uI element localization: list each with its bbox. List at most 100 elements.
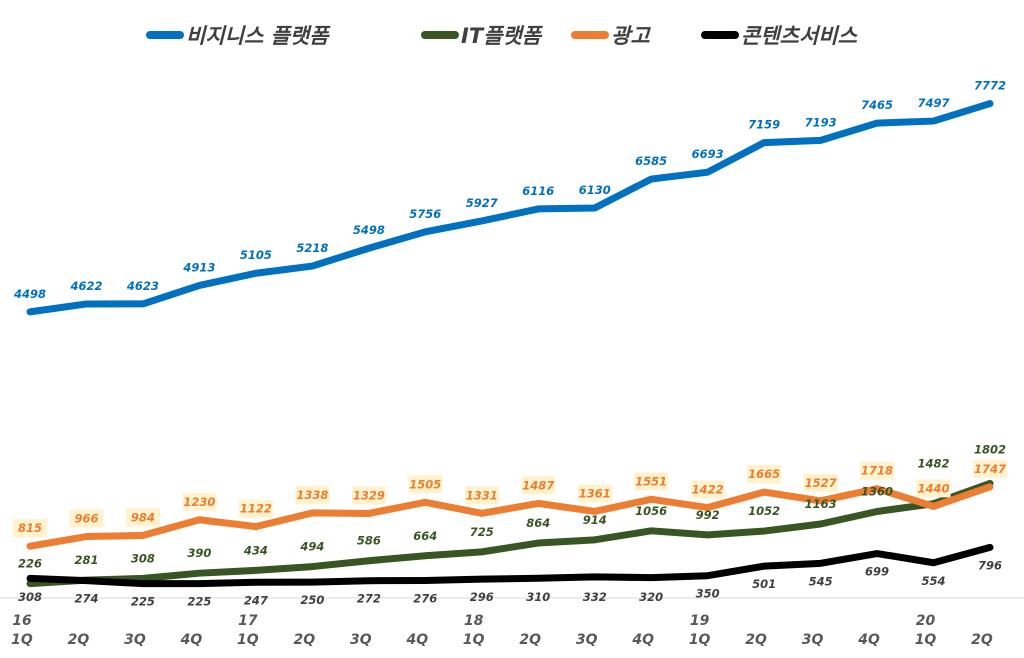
data-label: 501 [752, 577, 776, 591]
data-label-background [69, 509, 104, 528]
data-label: 1665 [748, 467, 780, 481]
data-label: 1487 [522, 478, 554, 492]
data-label-background [521, 476, 556, 495]
data-label: 4622 [69, 279, 102, 293]
data-label: 5927 [466, 196, 498, 210]
data-label: 1360 [861, 484, 893, 498]
data-label: 272 [357, 592, 381, 606]
series-line [26, 100, 994, 316]
data-label-background [182, 492, 217, 511]
data-label: 1440 [918, 481, 950, 495]
legend-label: 비지니스 플랫폼 [186, 24, 331, 48]
x-tick-label: 2Q [294, 632, 316, 648]
data-label: 586 [357, 534, 381, 548]
data-label: 320 [639, 590, 663, 604]
data-label: 699 [865, 565, 889, 579]
x-year-label: 16 [12, 613, 32, 629]
data-label: 350 [696, 587, 720, 601]
data-label: 1122 [240, 502, 272, 516]
data-label: 815 [18, 521, 42, 535]
x-tick-label: 1Q [463, 632, 485, 648]
x-tick-label: 3Q [576, 632, 598, 648]
x-tick-label: 2Q [68, 632, 90, 648]
data-label: 226 [18, 557, 42, 571]
data-label: 1230 [183, 495, 215, 509]
x-tick-label: 4Q [631, 632, 654, 648]
data-label: 390 [187, 546, 211, 560]
data-label: 5105 [240, 248, 272, 262]
data-label-background [295, 485, 330, 504]
data-label: 7772 [974, 79, 1006, 93]
data-label-background [464, 486, 499, 505]
data-label: 1718 [861, 464, 893, 478]
data-label-background [13, 519, 47, 538]
series-line [26, 543, 994, 588]
x-tick-label: 4Q [405, 632, 428, 648]
data-label: 276 [413, 591, 437, 605]
data-label: 332 [583, 590, 607, 604]
data-label: 247 [244, 593, 268, 607]
data-label: 984 [131, 510, 155, 524]
legend-item: IT플랫폼 [421, 24, 544, 48]
data-label: 725 [470, 525, 494, 539]
data-label: 914 [583, 513, 607, 527]
data-label-background [408, 475, 443, 494]
x-tick-label: 2Q [519, 632, 541, 648]
data-label: 225 [187, 595, 211, 609]
data-label: 4913 [182, 260, 215, 274]
legend-label: 광고 [611, 24, 651, 48]
legend-item: 비지니스 플랫폼 [146, 24, 331, 48]
data-label: 554 [922, 574, 946, 588]
data-label: 1163 [805, 497, 837, 511]
data-label-background [860, 461, 895, 480]
data-label-background [747, 465, 782, 484]
legend: 비지니스 플랫폼 IT플랫폼 광고 콘텐츠서비스 [146, 24, 859, 48]
data-label: 225 [131, 595, 155, 609]
data-label: 6130 [579, 183, 611, 197]
data-label: 6693 [692, 147, 724, 161]
data-label: 1747 [974, 462, 1006, 476]
data-label: 1802 [974, 442, 1006, 456]
legend-item: 광고 [571, 24, 651, 48]
data-label: 6585 [635, 154, 667, 168]
x-tick-label: 3Q [124, 632, 146, 648]
data-label-background [238, 499, 273, 518]
data-label-background [690, 480, 725, 499]
data-label: 545 [809, 574, 833, 588]
data-label-background [577, 484, 612, 503]
legend-label: 콘텐츠서비스 [741, 24, 859, 48]
data-label: 5498 [353, 223, 385, 237]
x-year-label: 20 [916, 613, 936, 629]
series-line [26, 479, 994, 588]
data-label: 1331 [466, 488, 498, 502]
data-label: 4623 [126, 279, 159, 293]
data-label: 310 [526, 590, 550, 604]
x-tick-label: 1Q [11, 632, 33, 648]
data-label-background [125, 508, 160, 527]
data-label-background [634, 472, 669, 491]
data-label: 7193 [805, 115, 837, 129]
data-label: 1422 [692, 483, 724, 497]
data-label: 4498 [13, 287, 46, 301]
data-label: 1527 [805, 476, 837, 490]
legend-item: 콘텐츠서비스 [701, 24, 859, 48]
x-axis: 1Q 16 2Q 3Q 4Q 1Q 17 2Q 3Q 4Q 1Q 18 2Q 3Q 4Q 1Q 19 2Q 3Q 4Q… [11, 613, 993, 648]
data-label: 1338 [296, 488, 328, 502]
data-label: 5218 [296, 241, 328, 255]
x-tick-label: 1Q [237, 632, 259, 648]
data-label: 296 [470, 590, 494, 604]
data-label: 796 [978, 558, 1002, 572]
data-label-background [916, 479, 951, 498]
data-label: 308 [131, 551, 155, 565]
x-tick-label: 1Q [689, 632, 711, 648]
x-tick-label: 3Q [802, 632, 824, 648]
data-label: 250 [300, 593, 324, 607]
series-line [26, 483, 994, 550]
data-label: 1329 [353, 488, 385, 502]
data-label: 6116 [522, 184, 554, 198]
data-label: 966 [74, 512, 98, 526]
data-label-background [351, 486, 386, 505]
data-label: 864 [526, 516, 550, 530]
data-label: 664 [413, 529, 437, 543]
